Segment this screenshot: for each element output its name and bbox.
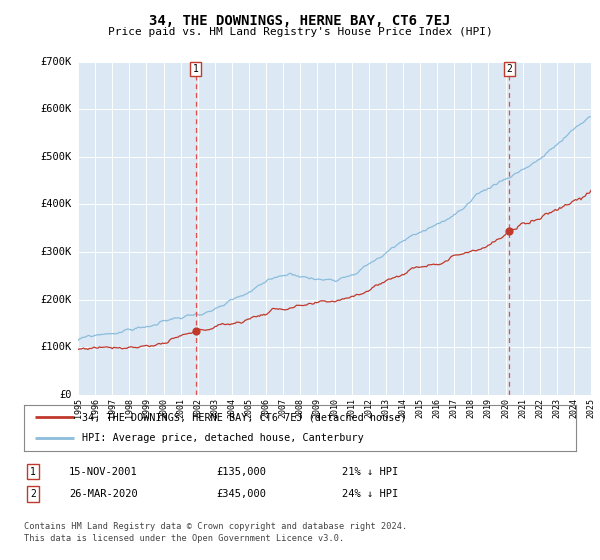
Text: £300K: £300K bbox=[41, 247, 72, 257]
Text: 15-NOV-2001: 15-NOV-2001 bbox=[69, 466, 138, 477]
Text: 2014: 2014 bbox=[398, 398, 407, 418]
Text: 2011: 2011 bbox=[347, 398, 356, 418]
Text: 2013: 2013 bbox=[382, 398, 391, 418]
Text: £135,000: £135,000 bbox=[216, 466, 266, 477]
Text: 34, THE DOWNINGS, HERNE BAY, CT6 7EJ (detached house): 34, THE DOWNINGS, HERNE BAY, CT6 7EJ (de… bbox=[82, 412, 407, 422]
Text: Price paid vs. HM Land Registry's House Price Index (HPI): Price paid vs. HM Land Registry's House … bbox=[107, 27, 493, 37]
Text: 2023: 2023 bbox=[553, 398, 562, 418]
Text: 21% ↓ HPI: 21% ↓ HPI bbox=[342, 466, 398, 477]
Text: 2: 2 bbox=[30, 489, 36, 499]
Text: £0: £0 bbox=[59, 390, 72, 400]
Text: 34, THE DOWNINGS, HERNE BAY, CT6 7EJ: 34, THE DOWNINGS, HERNE BAY, CT6 7EJ bbox=[149, 14, 451, 28]
Text: 2009: 2009 bbox=[313, 398, 322, 418]
Text: 2001: 2001 bbox=[176, 398, 185, 418]
Text: 2020: 2020 bbox=[501, 398, 510, 418]
Text: 2006: 2006 bbox=[262, 398, 271, 418]
Text: 1: 1 bbox=[193, 64, 199, 74]
Text: 26-MAR-2020: 26-MAR-2020 bbox=[69, 489, 138, 499]
Text: 2021: 2021 bbox=[518, 398, 527, 418]
Text: 2008: 2008 bbox=[296, 398, 305, 418]
Text: £600K: £600K bbox=[41, 104, 72, 114]
Text: 2024: 2024 bbox=[569, 398, 578, 418]
Text: 2018: 2018 bbox=[467, 398, 476, 418]
Text: £400K: £400K bbox=[41, 199, 72, 209]
Text: 2003: 2003 bbox=[210, 398, 220, 418]
Text: £100K: £100K bbox=[41, 342, 72, 352]
Text: 2004: 2004 bbox=[227, 398, 236, 418]
Text: £500K: £500K bbox=[41, 152, 72, 162]
Point bbox=[505, 226, 514, 235]
Text: 2012: 2012 bbox=[364, 398, 373, 418]
Text: £200K: £200K bbox=[41, 295, 72, 305]
Text: 2002: 2002 bbox=[193, 398, 202, 418]
Text: 2010: 2010 bbox=[330, 398, 339, 418]
Text: £700K: £700K bbox=[41, 57, 72, 67]
Text: 2019: 2019 bbox=[484, 398, 493, 418]
Text: 2022: 2022 bbox=[535, 398, 544, 418]
Text: 1996: 1996 bbox=[91, 398, 100, 418]
Text: 2025: 2025 bbox=[587, 398, 595, 418]
Text: HPI: Average price, detached house, Canterbury: HPI: Average price, detached house, Cant… bbox=[82, 433, 364, 444]
Text: 2: 2 bbox=[506, 64, 512, 74]
Text: 1: 1 bbox=[30, 466, 36, 477]
Text: 2016: 2016 bbox=[433, 398, 442, 418]
Text: 1997: 1997 bbox=[108, 398, 116, 418]
Text: 2000: 2000 bbox=[159, 398, 168, 418]
Text: 2007: 2007 bbox=[279, 398, 288, 418]
Text: 2017: 2017 bbox=[450, 398, 458, 418]
Text: 1998: 1998 bbox=[125, 398, 134, 418]
Text: 2015: 2015 bbox=[415, 398, 425, 418]
Point bbox=[191, 326, 200, 335]
Text: 2005: 2005 bbox=[245, 398, 254, 418]
Text: 24% ↓ HPI: 24% ↓ HPI bbox=[342, 489, 398, 499]
Text: 1999: 1999 bbox=[142, 398, 151, 418]
Text: 1995: 1995 bbox=[74, 398, 83, 418]
Text: Contains HM Land Registry data © Crown copyright and database right 2024.
This d: Contains HM Land Registry data © Crown c… bbox=[24, 522, 407, 543]
Text: £345,000: £345,000 bbox=[216, 489, 266, 499]
